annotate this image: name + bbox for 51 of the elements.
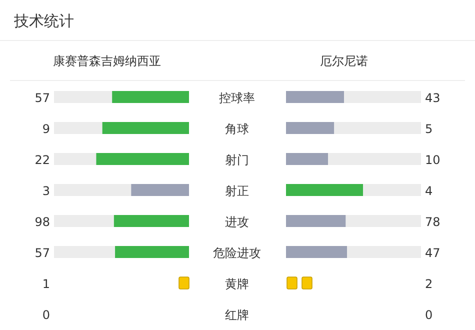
- bar: [54, 246, 116, 258]
- data-label: 1: [42, 277, 50, 291]
- bar: [286, 91, 344, 103]
- y-tick-label: 控球率: [219, 91, 255, 105]
- y-tick-label: 射正: [225, 184, 249, 198]
- bar: [286, 184, 364, 196]
- category-label: 红牌: [225, 308, 249, 322]
- bar: [114, 215, 189, 227]
- bar: [102, 122, 189, 134]
- text: 10: [425, 153, 440, 167]
- text: 98: [34, 215, 50, 229]
- bar: [286, 215, 346, 227]
- bar: [96, 153, 189, 165]
- text: 9: [42, 122, 50, 136]
- bar: [328, 153, 421, 165]
- series-label: 康赛普森吉姆纳西亚: [53, 54, 161, 68]
- data-label: 0: [42, 308, 50, 322]
- bar: [115, 246, 189, 258]
- series-label: 厄尔尼诺: [320, 54, 368, 68]
- y-tick-label: 进攻: [225, 215, 249, 229]
- data-label: 2: [425, 277, 433, 291]
- text: 4: [425, 184, 433, 198]
- bar: [346, 215, 421, 227]
- text: 3: [42, 184, 50, 198]
- bar: [363, 184, 421, 196]
- text: 22: [34, 153, 50, 167]
- category-label: 黄牌: [225, 277, 249, 291]
- bar: [54, 122, 102, 134]
- text: 47: [425, 246, 440, 260]
- bar: [131, 184, 189, 196]
- y-tick-label: 射门: [225, 153, 249, 167]
- bar: [112, 91, 189, 103]
- y-tick-label: 危险进攻: [213, 246, 261, 260]
- bar: [54, 184, 132, 196]
- chart-title: 技术统计: [13, 12, 74, 30]
- text: 57: [34, 246, 50, 260]
- bar: [286, 153, 328, 165]
- bar: [334, 122, 421, 134]
- text: 5: [425, 122, 433, 136]
- bar: [286, 122, 334, 134]
- data-label: 0: [425, 308, 433, 322]
- bar: [54, 215, 114, 227]
- bar: [347, 246, 421, 258]
- bar: [286, 246, 348, 258]
- bar: [54, 153, 96, 165]
- bar: [54, 91, 112, 103]
- bar: [344, 91, 421, 103]
- text: 43: [425, 91, 440, 105]
- y-tick-label: 角球: [225, 122, 249, 136]
- text: 78: [425, 215, 440, 229]
- text: 57: [34, 91, 50, 105]
